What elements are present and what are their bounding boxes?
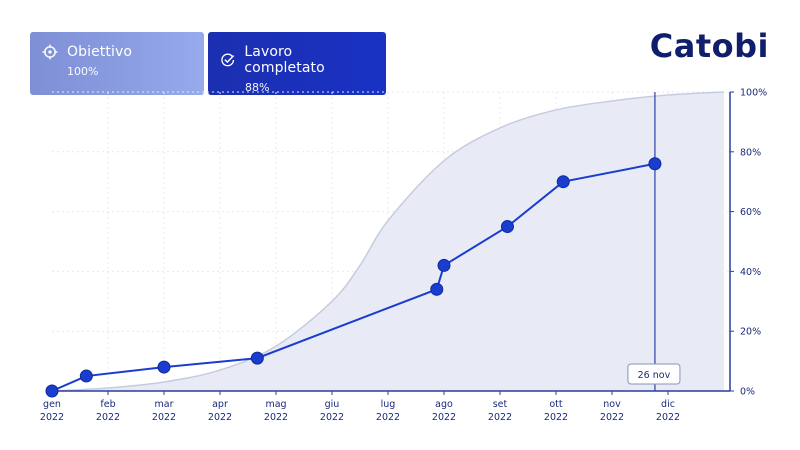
work-completed-title: Lavoro completato [244,44,325,76]
objective-card[interactable]: Obiettivo 100% [30,32,204,95]
y-tick-label: 40% [740,267,761,278]
work-completed-card[interactable]: Lavoro completato 88% [208,32,386,95]
y-tick-label: 0% [740,387,755,398]
x-tick-label-month: ago [435,399,453,410]
x-tick-label-month: mag [265,399,286,410]
x-tick-label-year: 2022 [96,412,120,423]
progress-point [79,369,93,383]
x-tick-label-year: 2022 [264,412,288,423]
x-tick-label-month: set [493,399,508,410]
x-tick-label-year: 2022 [656,412,680,423]
x-tick-label-month: gen [43,399,61,410]
y-tick-label: 60% [740,207,761,218]
today-marker-box [627,363,681,385]
x-tick-label-month: nov [603,399,621,410]
target-area [52,92,724,391]
x-tick-label-month: lug [381,399,396,410]
progress-point [45,384,59,398]
y-tick-label: 100% [740,88,767,99]
progress-point [500,220,514,234]
x-tick-label-year: 2022 [376,412,400,423]
objective-title: Obiettivo [67,44,133,60]
work-completed-value: 88% [245,81,270,94]
x-tick-label-year: 2022 [544,412,568,423]
progress-point [556,175,570,189]
x-tick-label-year: 2022 [600,412,624,423]
brand-logo: Catobi [649,27,769,65]
x-tick-label-year: 2022 [208,412,232,423]
target-curve [51,91,725,392]
x-tick-label-year: 2022 [320,412,344,423]
x-tick-label-month: feb [100,399,115,410]
x-tick-label-year: 2022 [432,412,456,423]
progress-point [430,282,444,296]
progress-point [437,258,451,272]
x-tick-label-year: 2022 [488,412,512,423]
x-tick-label-month: ott [549,399,563,410]
x-tick-label-month: mar [155,399,174,410]
today-marker-label: 26 nov [638,370,671,381]
check-circle-icon [221,53,235,67]
x-tick-label-month: dic [661,399,675,410]
y-tick-label: 80% [740,147,761,158]
x-tick-label-year: 2022 [152,412,176,423]
y-tick-label: 20% [740,327,761,338]
progress-point [157,360,171,374]
objective-value: 100% [67,65,99,78]
progress-point [250,351,264,365]
progress-point [648,157,662,171]
x-tick-label-month: giu [325,399,340,410]
x-tick-label-year: 2022 [40,412,64,423]
crosshair-icon [42,44,58,60]
x-tick-label-month: apr [212,399,228,410]
